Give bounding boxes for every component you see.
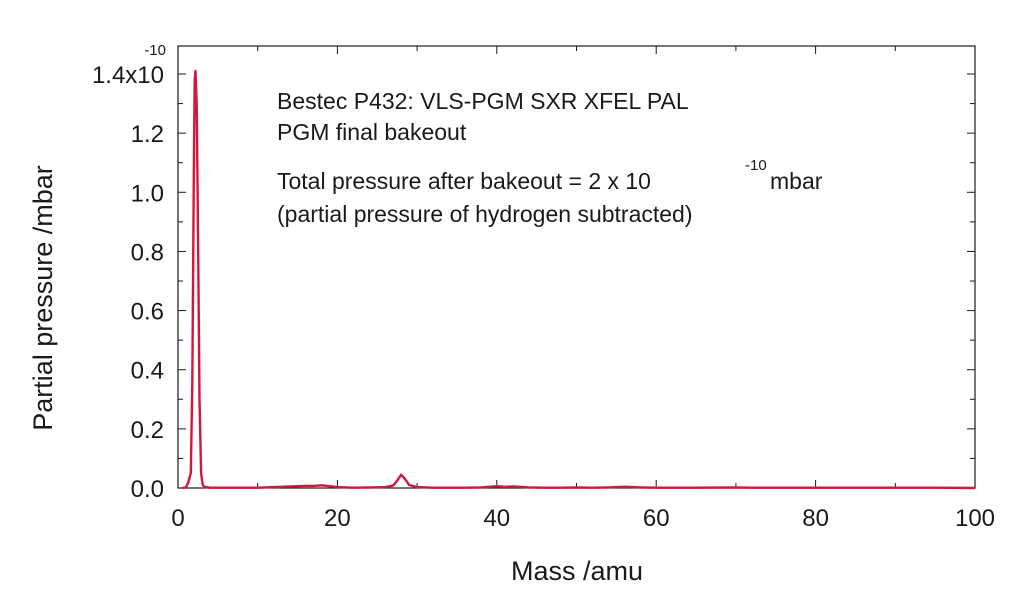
annotation-line-4: (partial pressure of hydrogen subtracted… (277, 201, 693, 227)
annotation-line-2: PGM final bakeout (277, 119, 467, 145)
x-tick-label: 60 (643, 505, 670, 532)
y-top-tick-mantissa: 1.4x10 (92, 62, 164, 89)
y-tick-label: 0.4 (131, 358, 164, 385)
x-tick-label: 0 (171, 505, 184, 532)
y-axis-title: Partial pressure /mbar (28, 165, 58, 431)
annotation-line-3-exponent: -10 (745, 157, 767, 174)
y-tick-label: 1.0 (131, 180, 164, 207)
y-tick-labels: 0.0 0.2 0.4 0.6 0.8 1.0 1.2 (131, 121, 164, 503)
y-tick-label: 1.2 (131, 121, 164, 148)
y-tick-label: 0.6 (131, 299, 164, 326)
y-top-tick-exponent: -10 (144, 42, 166, 59)
x-tick-label: 80 (802, 505, 829, 532)
x-tick-label: 20 (324, 505, 351, 532)
x-tick-label: 40 (483, 505, 510, 532)
x-tick-labels: 0 20 40 60 80 100 (171, 505, 995, 532)
series-line-0 (181, 69, 976, 490)
annotation-line-3-prefix: Total pressure after bakeout = 2 x 10 (277, 168, 651, 194)
x-axis-title: Mass /amu (511, 556, 643, 586)
y-tick-label: 0.8 (131, 239, 164, 266)
annotation-line-1: Bestec P432: VLS-PGM SXR XFEL PAL (277, 88, 689, 114)
annotation-line-3: Total pressure after bakeout = 2 x 10 (277, 168, 651, 194)
x-tick-label: 100 (955, 505, 995, 532)
y-tick-label: 0.0 (131, 476, 164, 503)
y-top-tick-label: 1.4x10 (92, 62, 164, 89)
series-layer (181, 69, 976, 490)
annotation-line-3-suffix: mbar (770, 168, 823, 194)
y-tick-label: 0.2 (131, 417, 164, 444)
